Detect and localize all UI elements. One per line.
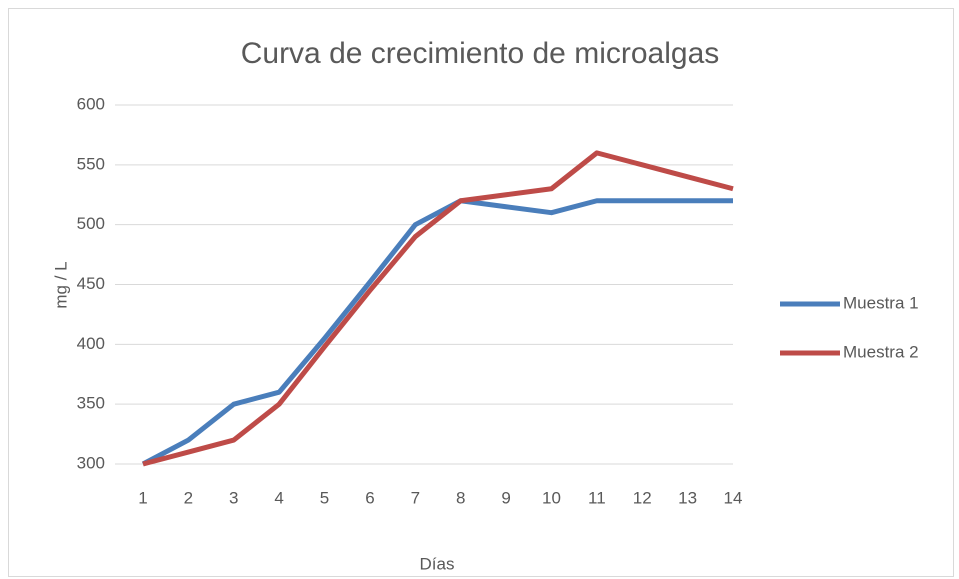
x-tick-label: 4: [274, 488, 283, 507]
y-axis-label: mg / L: [51, 261, 70, 308]
legend-label: Muestra 1: [843, 293, 919, 312]
x-tick-label: 13: [678, 488, 697, 507]
series-line: [141, 198, 733, 467]
legend-label: Muestra 2: [843, 342, 919, 361]
series-line: [142, 150, 734, 467]
y-tick-label: 400: [77, 334, 105, 353]
x-tick-label: 6: [365, 488, 374, 507]
y-tick-label: 350: [77, 394, 105, 413]
y-tick-label: 550: [77, 154, 105, 173]
x-tick-label: 10: [542, 488, 561, 507]
y-tick-label: 450: [77, 274, 105, 293]
x-tick-label: 11: [588, 488, 606, 507]
x-tick-label: 5: [320, 488, 329, 507]
chart-frame: [8, 8, 954, 577]
x-tick-label: 7: [411, 488, 420, 507]
y-tick-label: 600: [77, 94, 105, 113]
x-tick-label: 12: [633, 488, 652, 507]
x-tick-label: 3: [229, 488, 238, 507]
x-tick-label: 8: [456, 488, 465, 507]
y-tick-label: 300: [77, 453, 105, 472]
x-tick-label: 1: [138, 488, 147, 507]
chart-title: Curva de crecimiento de microalgas: [241, 37, 720, 70]
x-tick-label: 14: [724, 488, 743, 507]
x-axis-label: Días: [420, 554, 455, 573]
x-tick-label: 9: [501, 488, 510, 507]
x-tick-label: 2: [184, 488, 193, 507]
y-tick-label: 500: [77, 214, 105, 233]
